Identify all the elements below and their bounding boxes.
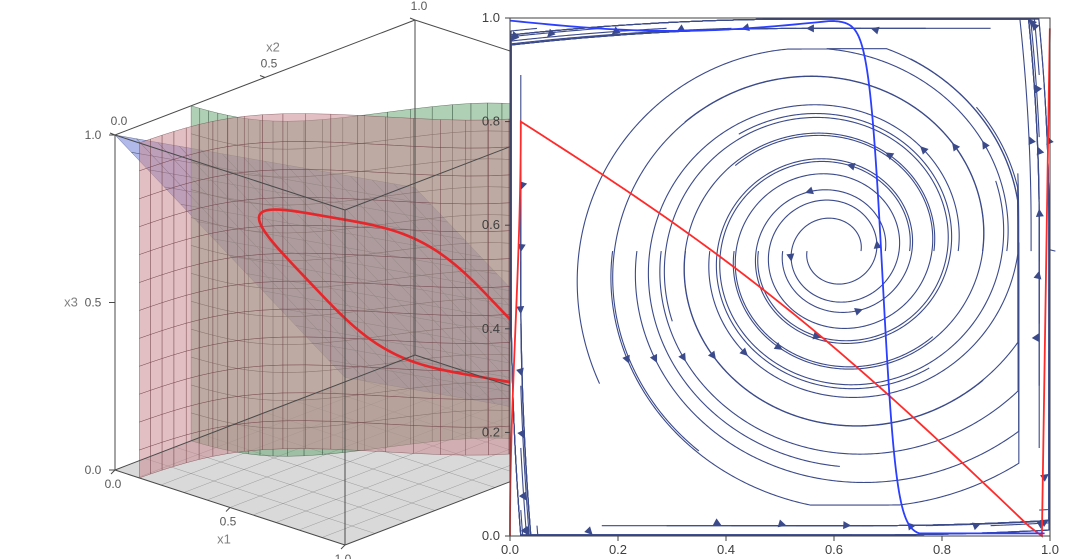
figure-root: 0.00.51.00.00.51.00.00.51.0x1x2x30.00.20…: [0, 0, 1067, 559]
x-tick: 0.4: [717, 542, 735, 557]
y-tick: 0.8: [482, 114, 500, 129]
x-tick: 0.0: [501, 542, 519, 557]
y-tick: 0.0: [482, 528, 500, 543]
axis-label-x3: x3: [64, 295, 78, 310]
axis-tick: 0.0: [105, 477, 122, 491]
figure-svg: 0.00.51.00.00.51.00.00.51.0x1x2x30.00.20…: [0, 0, 1067, 559]
x-tick: 1.0: [1041, 542, 1059, 557]
x-tick: 0.2: [609, 542, 627, 557]
y-tick: 0.4: [482, 321, 500, 336]
axis-tick: 0.0: [85, 463, 102, 477]
x-tick: 0.8: [933, 542, 951, 557]
axis-tick: 0.5: [220, 515, 237, 529]
axis-tick: 1.0: [411, 0, 428, 13]
axis-tick: 0.0: [111, 114, 128, 128]
plot-2d: 0.0 0.2 0.4 0.6 0.8 1.0 0.0 0.2 0.4 0.6 0.8 1.0: [482, 10, 1059, 557]
axis-tick: 1.0: [335, 552, 352, 559]
x-tick: 0.6: [825, 542, 843, 557]
axis-tick: 0.5: [261, 57, 278, 71]
y-tick: 1.0: [482, 10, 500, 25]
y-tick: 0.6: [482, 217, 500, 232]
axis-tick: 0.5: [85, 296, 102, 310]
y-tick: 0.2: [482, 424, 500, 439]
axis-tick: 1.0: [85, 128, 102, 142]
axis-label-x1: x1: [217, 532, 231, 547]
axis-label-x2: x2: [266, 40, 280, 55]
